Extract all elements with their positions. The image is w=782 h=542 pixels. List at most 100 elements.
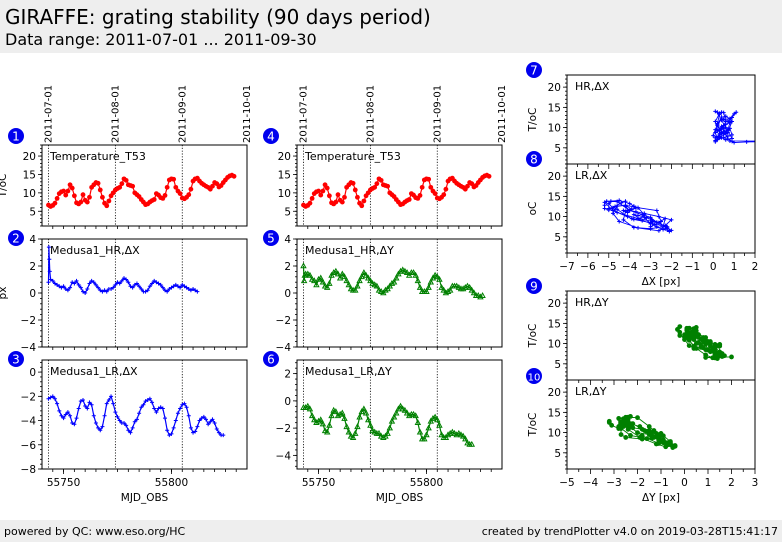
data-point — [126, 428, 131, 433]
data-point — [425, 424, 432, 431]
data-point — [175, 411, 180, 416]
data-point — [311, 277, 318, 284]
data-range: Data range: 2011-07-01 ... 2011-09-30 — [5, 30, 317, 49]
report-header: GIRAFFE: grating stability (90 days peri… — [0, 0, 782, 53]
data-point — [361, 198, 367, 204]
data-point — [87, 281, 92, 286]
data-point — [68, 413, 73, 418]
data-point — [417, 193, 423, 198]
data-point — [96, 285, 101, 290]
y-tick-label: 10 — [278, 188, 291, 200]
data-point — [308, 412, 316, 419]
data-point — [137, 284, 142, 289]
series-line — [303, 405, 472, 446]
x-tick-label: −1 — [685, 261, 700, 273]
data-point — [111, 401, 116, 406]
data-point — [46, 245, 51, 250]
y-tick-label: 20 — [23, 151, 36, 163]
y-tick-label: 0 — [29, 288, 36, 300]
axes-frame — [296, 238, 503, 348]
data-point — [61, 188, 66, 194]
data-point — [169, 431, 174, 436]
y-tick-label: 2 — [284, 369, 291, 381]
data-point — [184, 405, 189, 410]
data-point — [55, 401, 60, 406]
data-point — [78, 399, 83, 404]
data-point — [653, 441, 659, 447]
data-point — [63, 412, 68, 417]
data-point — [646, 432, 652, 438]
data-point — [98, 428, 103, 433]
y-tick-label: 0 — [284, 396, 291, 408]
panel-number-badge — [526, 151, 542, 167]
data-point — [703, 352, 709, 358]
data-point — [727, 120, 732, 125]
data-point — [712, 342, 718, 347]
data-point — [332, 408, 340, 415]
data-point — [656, 214, 661, 219]
series-line — [48, 394, 224, 436]
data-point — [76, 406, 81, 411]
data-point — [0, 323, 2, 328]
data-point — [80, 192, 86, 198]
data-point — [360, 269, 368, 276]
panel-label: Temperature_T53 — [304, 150, 401, 163]
data-point — [335, 192, 341, 198]
data-point — [356, 413, 363, 420]
data-point — [362, 271, 370, 278]
data-point — [393, 409, 400, 416]
data-point — [81, 397, 85, 402]
x-axis-label: MJD_OBS — [376, 492, 424, 504]
data-point — [216, 430, 221, 435]
y-tick-label: 10 — [548, 212, 561, 224]
panel-number: 7 — [530, 64, 538, 78]
y-axis-label: T/oC — [527, 324, 539, 349]
data-point — [173, 282, 178, 287]
data-point — [403, 409, 411, 416]
data-point — [359, 203, 365, 209]
data-point — [691, 329, 697, 335]
data-point — [629, 216, 634, 221]
y-tick-label: 5 — [554, 143, 561, 155]
data-point — [63, 192, 69, 198]
date-tick-label: 2011-08-01 — [110, 85, 121, 143]
data-point — [199, 416, 204, 421]
data-point — [352, 429, 359, 436]
y-tick-label: 15 — [548, 407, 561, 419]
data-point — [97, 187, 103, 193]
data-point — [656, 435, 662, 441]
data-point — [0, 413, 2, 418]
data-point — [358, 408, 365, 415]
data-point — [629, 207, 634, 212]
data-point — [343, 277, 350, 284]
data-point — [152, 406, 157, 411]
data-point — [403, 269, 411, 276]
data-point — [416, 428, 424, 435]
data-point — [106, 198, 112, 204]
data-point — [719, 126, 724, 131]
data-point — [732, 111, 737, 116]
data-point — [636, 225, 641, 230]
data-point — [397, 267, 404, 274]
panel-5: −4 −2 0 2 4 Medusa1_HR,ΔY 5 — [263, 230, 503, 354]
panel-4: 5 10 15 20 2011-07-01 2011-08-01 2011-09-01 201… — [263, 85, 508, 229]
data-point — [686, 325, 692, 331]
panel-label: HR,ΔX — [575, 80, 610, 93]
data-point — [443, 186, 449, 192]
data-point — [661, 227, 666, 232]
data-point — [186, 413, 191, 418]
data-point — [47, 269, 52, 274]
data-point — [71, 193, 77, 199]
y-tick-label: 4 — [284, 234, 291, 246]
data-point — [143, 289, 148, 294]
data-point — [717, 132, 722, 137]
data-point — [141, 402, 146, 407]
y-tick-label: −2 — [21, 315, 36, 327]
y-tick-label: 5 — [29, 206, 36, 218]
data-point — [623, 435, 629, 440]
data-point — [721, 123, 726, 128]
data-point — [85, 406, 90, 411]
data-point — [393, 274, 400, 281]
data-point — [677, 324, 683, 329]
